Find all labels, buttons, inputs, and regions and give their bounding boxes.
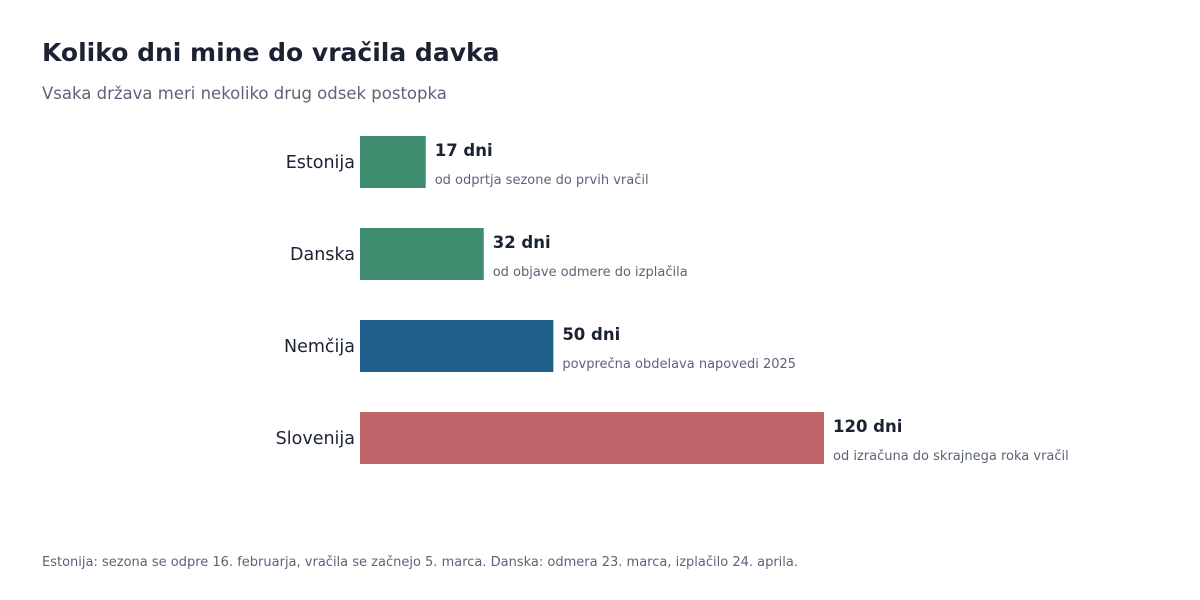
category-label: Danska bbox=[290, 245, 355, 265]
bar-group-slovenija: Slovenija 120 dni od izračuna do skrajnega… bbox=[276, 412, 1069, 464]
bar-estonija bbox=[360, 136, 426, 188]
chart-subtitle: Vsaka država meri nekoliko drug odsek po… bbox=[42, 84, 447, 103]
bar-group-danska: Danska 32 dni od objave odmere do izplačil… bbox=[290, 228, 688, 280]
chart-title: Koliko dni mine do vračila davka bbox=[42, 38, 500, 67]
bar-annotation: od izračuna do skrajnega roka vračil bbox=[833, 449, 1069, 464]
bar-danska bbox=[360, 228, 484, 280]
value-label: 32 dni bbox=[493, 233, 551, 252]
value-label: 120 dni bbox=[833, 417, 902, 436]
bar-group-estonija: Estonija 17 dni od odprtja sezone do prvih… bbox=[286, 136, 649, 188]
bar-group-nemcija: Nemčija 50 dni povprečna obdelava napovedi… bbox=[284, 320, 796, 372]
bar-annotation: od objave odmere do izplačila bbox=[493, 265, 688, 280]
category-label: Slovenija bbox=[276, 429, 355, 449]
value-label: 17 dni bbox=[435, 141, 493, 160]
value-label: 50 dni bbox=[562, 325, 620, 344]
bar-annotation: od odprtja sezone do prvih vračil bbox=[435, 173, 649, 188]
category-label: Estonija bbox=[286, 153, 355, 173]
category-label: Nemčija bbox=[284, 337, 355, 357]
footnote: Estonija: sezona se odpre 16. februarja,… bbox=[42, 555, 799, 570]
bar-nemcija bbox=[360, 320, 554, 372]
bar-slovenija bbox=[360, 412, 824, 464]
bar-annotation: povprečna obdelava napovedi 2025 bbox=[562, 357, 796, 372]
